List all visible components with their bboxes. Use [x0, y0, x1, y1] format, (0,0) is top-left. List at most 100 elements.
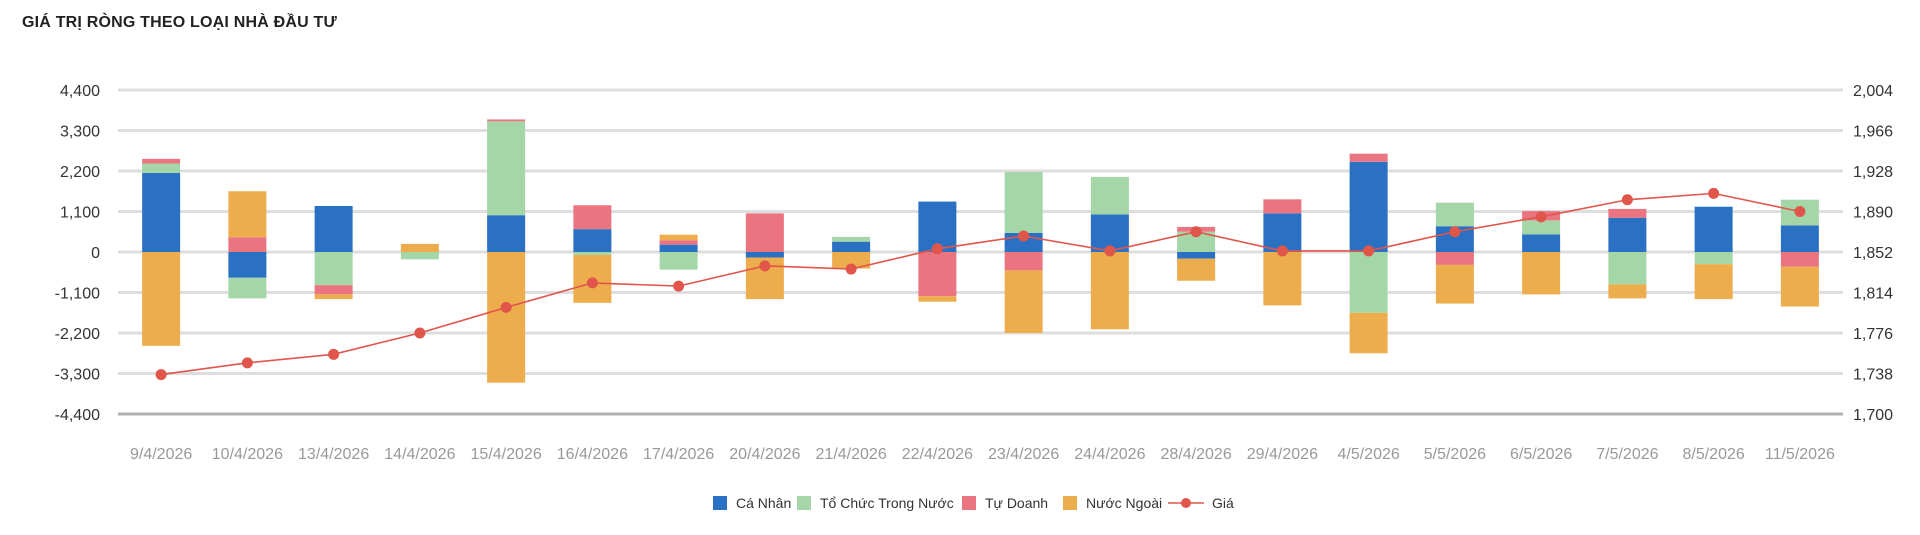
- bar-segment: [1694, 264, 1733, 300]
- bar-segment: [1349, 312, 1388, 354]
- bar-segment: [487, 215, 526, 252]
- bar-segment: [1780, 225, 1819, 252]
- bar-segment: [1349, 252, 1388, 313]
- price-point: [414, 327, 426, 339]
- y-left-tick-label: 4,400: [60, 83, 100, 100]
- y-axis-right: 2,004 1,966 1,928 1,890 1,852 1,814 1,776 1,738…: [1853, 83, 1893, 424]
- bar-segment: [1608, 252, 1647, 285]
- bar-segment: [1090, 252, 1129, 330]
- bar-segment: [142, 252, 181, 346]
- x-tick-label: 21/4/2026: [816, 446, 887, 463]
- bar-segment: [228, 237, 267, 252]
- bar-segment: [400, 243, 439, 252]
- bar-segment: [1522, 234, 1561, 252]
- y-right-tick-label: 2,004: [1853, 83, 1893, 100]
- bar-segment: [1263, 252, 1302, 306]
- bar-segment: [314, 205, 353, 252]
- price-point: [673, 280, 685, 292]
- bar-segment: [487, 252, 526, 383]
- y-right-tick-label: 1,814: [1853, 286, 1893, 303]
- bar-segment: [832, 236, 871, 242]
- bar-segment: [918, 252, 957, 297]
- price-point: [845, 263, 857, 275]
- bar-segment: [142, 158, 181, 164]
- bar-segment: [1780, 266, 1819, 307]
- bar-segment: [1608, 208, 1647, 218]
- price-point: [1449, 226, 1461, 238]
- legend-swatch: [713, 496, 727, 510]
- y-right-tick-label: 1,852: [1853, 245, 1893, 262]
- bar-segment: [1522, 252, 1561, 295]
- y-left-tick-label: -3,300: [55, 367, 100, 384]
- bar-segment: [142, 163, 181, 173]
- bar-segment: [1435, 252, 1474, 265]
- legend-swatch: [1063, 496, 1077, 510]
- bar-segment: [400, 252, 439, 260]
- bar-segment: [1177, 252, 1216, 259]
- x-tick-label: 13/4/2026: [298, 446, 369, 463]
- bar-segment: [1349, 153, 1388, 162]
- bar-segment: [745, 213, 784, 252]
- bar-segment: [1349, 161, 1388, 252]
- legend-label: Tự Doanh: [985, 495, 1048, 511]
- bar-segment: [659, 244, 698, 252]
- y-right-tick-label: 1,776: [1853, 326, 1893, 343]
- bar-segment: [1090, 176, 1129, 215]
- bar-segment: [142, 172, 181, 252]
- x-tick-label: 22/4/2026: [902, 446, 973, 463]
- price-line: [155, 187, 1806, 381]
- x-axis: 9/4/2026 10/4/2026 13/4/2026 14/4/2026 15/4/…: [130, 446, 1835, 463]
- price-point: [328, 348, 340, 360]
- bar-segment: [1522, 220, 1561, 235]
- x-tick-label: 29/4/2026: [1247, 446, 1318, 463]
- x-tick-label: 24/4/2026: [1074, 446, 1145, 463]
- bar-segment: [228, 252, 267, 278]
- price-point: [1363, 245, 1375, 257]
- legend-point-marker: [1181, 498, 1191, 508]
- x-tick-label: 7/5/2026: [1596, 446, 1658, 463]
- bar-segment: [1004, 270, 1043, 333]
- bar-segment: [832, 241, 871, 252]
- y-left-tick-label: -1,100: [55, 286, 100, 303]
- y-left-tick-label: 0: [91, 245, 100, 262]
- price-point: [759, 260, 771, 272]
- y-left-tick-label: 2,200: [60, 164, 100, 181]
- bar-segment: [1435, 202, 1474, 227]
- bar-segment: [1694, 252, 1733, 265]
- bar-segment: [487, 121, 526, 216]
- y-right-tick-label: 1,738: [1853, 367, 1893, 384]
- x-tick-label: 23/4/2026: [988, 446, 1059, 463]
- bar-segment: [918, 296, 957, 302]
- bar-segment: [659, 252, 698, 270]
- legend-label: Nước Ngoài: [1086, 495, 1162, 511]
- bar-segment: [1263, 199, 1302, 214]
- x-tick-label: 20/4/2026: [729, 446, 800, 463]
- price-point: [1621, 194, 1633, 206]
- x-tick-label: 8/5/2026: [1682, 446, 1744, 463]
- bar-segment: [487, 119, 526, 122]
- bar-segment: [314, 285, 353, 295]
- price-point: [1104, 245, 1116, 257]
- bar-segment: [832, 252, 871, 269]
- price-line-path: [161, 192, 1801, 376]
- price-point: [1708, 187, 1720, 199]
- x-tick-label: 14/4/2026: [384, 446, 455, 463]
- y-left-tick-label: 1,100: [60, 205, 100, 222]
- x-tick-label: 4/5/2026: [1337, 446, 1399, 463]
- x-tick-label: 16/4/2026: [557, 446, 628, 463]
- legend-label: Tổ Chức Trong Nước: [820, 495, 954, 511]
- y-right-tick-label: 1,928: [1853, 164, 1893, 181]
- price-point: [1794, 206, 1806, 217]
- bar-segment: [1004, 172, 1043, 233]
- price-point: [1190, 226, 1202, 238]
- y-axis-left: 4,400 3,300 2,200 1,100 0 -1,100 -2,200 -3,300 -…: [55, 83, 100, 424]
- x-tick-label: 28/4/2026: [1161, 446, 1232, 463]
- y-right-tick-label: 1,966: [1853, 124, 1893, 141]
- x-tick-label: 9/4/2026: [130, 446, 192, 463]
- price-point: [155, 369, 167, 381]
- bar-segment: [659, 234, 698, 241]
- y-right-tick-label: 1,890: [1853, 205, 1893, 222]
- y-left-tick-label: -4,400: [55, 407, 100, 424]
- bar-segment: [1435, 264, 1474, 304]
